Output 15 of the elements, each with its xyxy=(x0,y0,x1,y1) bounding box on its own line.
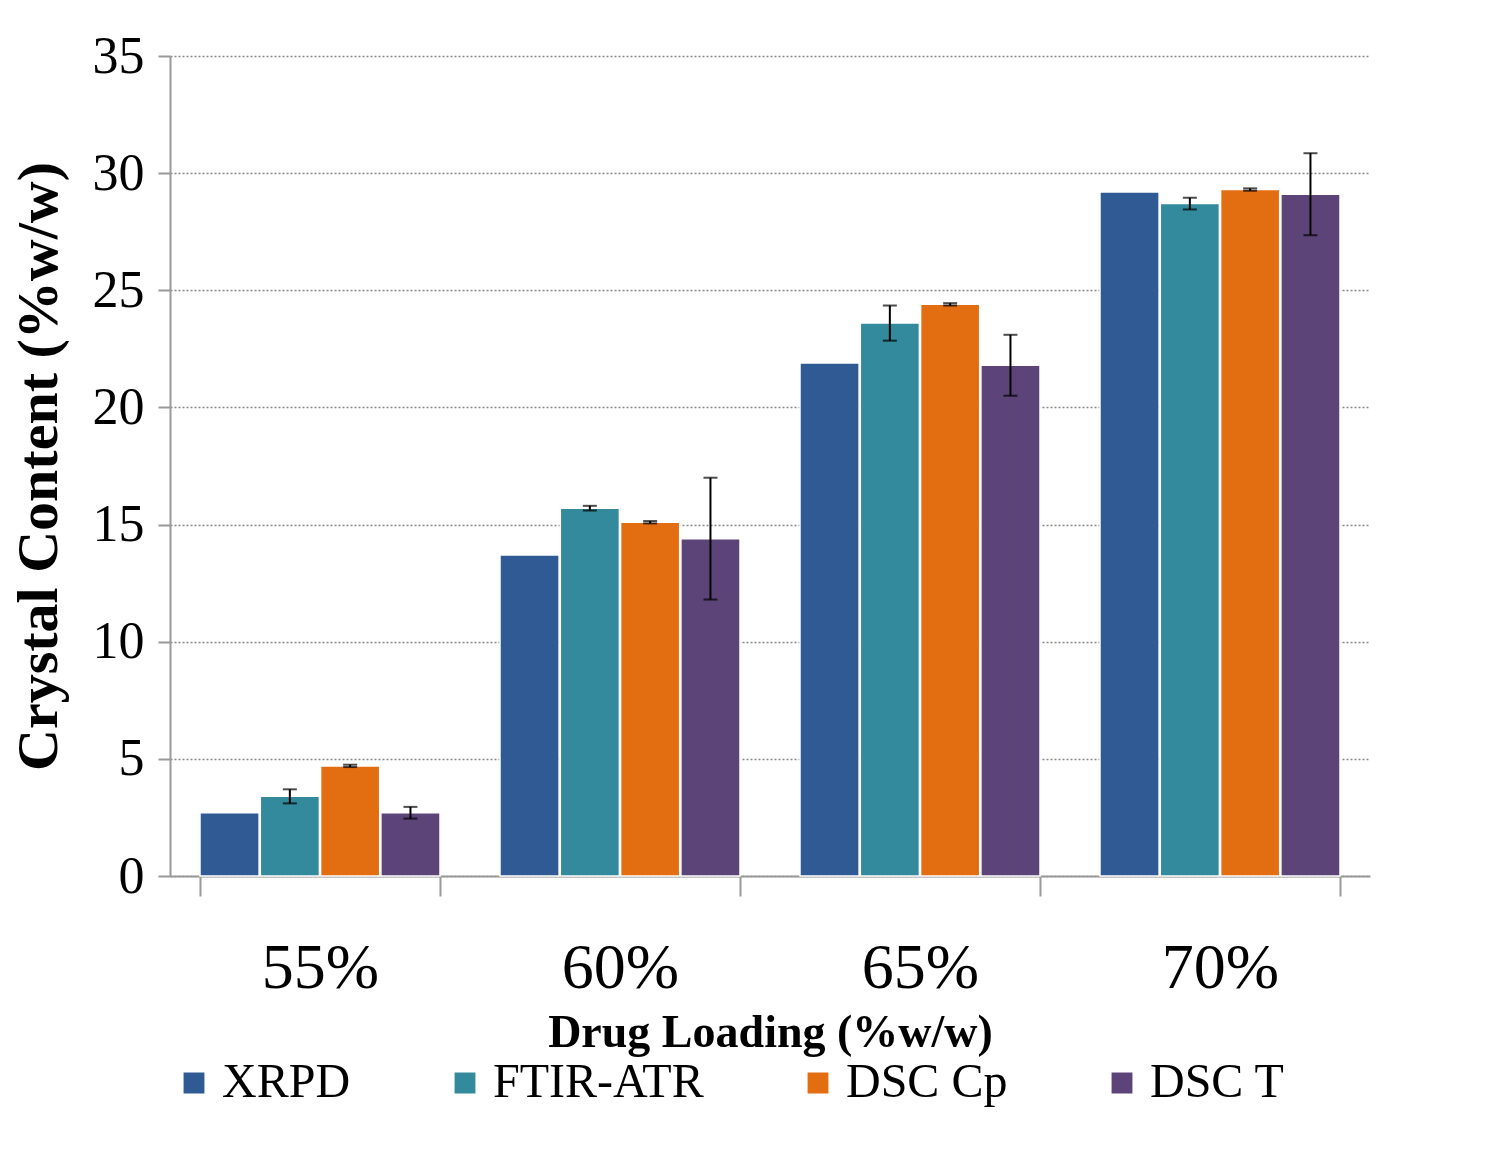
y-tick-label: 0 xyxy=(118,846,145,904)
legend-label: XRPD xyxy=(222,1054,351,1107)
x-tick-label: 60% xyxy=(561,930,680,1002)
y-tick-label: 10 xyxy=(92,612,145,670)
y-tick-label: 15 xyxy=(92,495,145,553)
y-tick-label: 20 xyxy=(92,377,145,435)
x-tick-label: 65% xyxy=(861,930,980,1002)
x-tick-label: 70% xyxy=(1161,930,1280,1002)
y-tick-label: 5 xyxy=(118,729,145,787)
y-tick-label: 25 xyxy=(92,260,145,318)
y-tick-label: 35 xyxy=(92,26,145,84)
y-axis-title: Crystal Content (%w/w) xyxy=(4,162,70,771)
y-tick-label: 30 xyxy=(92,143,145,201)
x-tick-label: 55% xyxy=(261,930,380,1002)
legend-label: DSC T xyxy=(1150,1054,1284,1107)
